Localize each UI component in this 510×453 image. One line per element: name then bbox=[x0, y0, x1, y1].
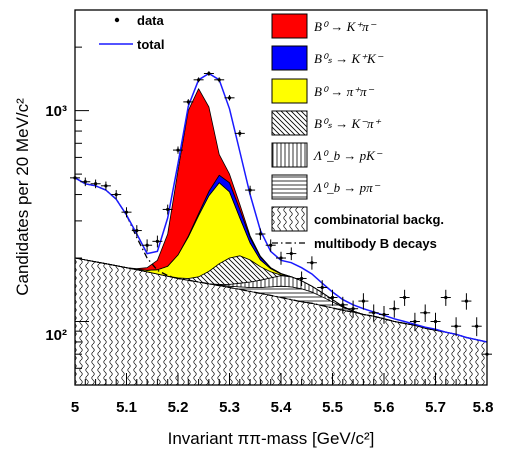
y-axis-title: Candidates per 20 MeV/c² bbox=[13, 98, 32, 296]
data-point bbox=[461, 293, 472, 310]
data-point bbox=[162, 204, 173, 215]
data-point bbox=[183, 99, 194, 105]
x-tick-label: 5 bbox=[71, 399, 79, 416]
data-point bbox=[379, 306, 389, 324]
legend-label-total: total bbox=[137, 37, 164, 52]
multibody-curve bbox=[74, 177, 488, 343]
x-tick-label: 5.7 bbox=[425, 399, 446, 416]
legend-swatch-bkpi bbox=[271, 13, 308, 39]
data-point bbox=[111, 190, 122, 200]
data-point bbox=[471, 317, 482, 337]
x-tick-label: 5.4 bbox=[271, 399, 293, 416]
data-point bbox=[399, 289, 410, 306]
legend-label-lbpk: Λ⁰_b → pK⁻ bbox=[312, 148, 383, 163]
data-point bbox=[409, 312, 420, 332]
data-point bbox=[440, 289, 451, 306]
legend-swatch-bskpi bbox=[271, 110, 308, 136]
data-point bbox=[430, 312, 441, 332]
x-tick-labels: 5 5.1 5.2 5.3 5.4 5.5 5.6 5.7 5.8 bbox=[71, 399, 494, 416]
data-point bbox=[224, 95, 235, 101]
data-point bbox=[80, 177, 91, 187]
x-tick-label: 5.1 bbox=[116, 399, 137, 416]
data-point bbox=[451, 317, 462, 337]
data-point bbox=[317, 280, 328, 296]
legend-label-bkpi: B⁰ → K⁺π⁻ bbox=[314, 19, 377, 34]
axes bbox=[74, 9, 488, 386]
data-point bbox=[173, 146, 183, 154]
data-point bbox=[100, 181, 111, 191]
x-axis-title: Invariant ππ-mass [GeV/c²] bbox=[168, 429, 375, 448]
data-point bbox=[90, 179, 101, 189]
legend-label-data: data bbox=[137, 13, 165, 28]
legend-label-lbppi: Λ⁰_b → pπ⁻ bbox=[312, 180, 381, 195]
data-point bbox=[286, 247, 297, 261]
data-point bbox=[296, 271, 307, 287]
data-point bbox=[142, 239, 153, 252]
y-tick-label-100: 10² bbox=[45, 327, 67, 344]
data-point bbox=[193, 77, 204, 83]
legend-symbol-data bbox=[114, 17, 120, 23]
x-tick-label: 5.8 bbox=[473, 399, 494, 416]
data-point bbox=[420, 304, 431, 322]
data-point bbox=[389, 300, 400, 318]
legend: data total B⁰ → K⁺π⁻ B⁰ₛ → K⁺K⁻ B⁰ → π⁺π… bbox=[99, 13, 444, 251]
legend-label-bpipi: B⁰ → π⁺π⁻ bbox=[314, 84, 375, 99]
legend-label-bskk: B⁰ₛ → K⁺K⁻ bbox=[314, 51, 384, 66]
data-point bbox=[203, 71, 214, 76]
legend-label-multibody: multibody B decays bbox=[314, 236, 437, 251]
data-point bbox=[337, 296, 348, 314]
y-tick-label-1000: 10³ bbox=[45, 103, 67, 120]
legend-swatch-lbpk bbox=[271, 142, 308, 168]
data-point bbox=[152, 235, 163, 248]
data-points bbox=[70, 71, 492, 366]
data-point bbox=[348, 300, 359, 318]
legend-swatch-combinatorial bbox=[271, 206, 308, 232]
data-point bbox=[276, 251, 286, 265]
x-tick-label: 5.6 bbox=[374, 399, 395, 416]
legend-label-bskpi: B⁰ₛ → K⁻π⁺ bbox=[314, 116, 382, 131]
data-point bbox=[358, 293, 369, 310]
data-point bbox=[234, 130, 245, 137]
legend-label-combinatorial: combinatorial backg. bbox=[314, 212, 444, 227]
data-point bbox=[131, 225, 142, 237]
legend-swatch-bpipi bbox=[271, 78, 308, 104]
data-point bbox=[214, 77, 225, 83]
data-point bbox=[368, 304, 379, 322]
data-point bbox=[121, 207, 132, 218]
x-tick-label: 5.2 bbox=[168, 399, 189, 416]
data-point bbox=[245, 185, 256, 195]
legend-swatch-bskk bbox=[271, 45, 308, 71]
x-tick-label: 5.5 bbox=[322, 399, 343, 416]
data-point bbox=[327, 289, 338, 306]
data-point bbox=[306, 256, 317, 270]
data-point bbox=[255, 228, 266, 240]
data-point bbox=[265, 239, 276, 252]
x-tick-label: 5.3 bbox=[219, 399, 240, 416]
legend-swatch-lbppi bbox=[271, 174, 308, 200]
